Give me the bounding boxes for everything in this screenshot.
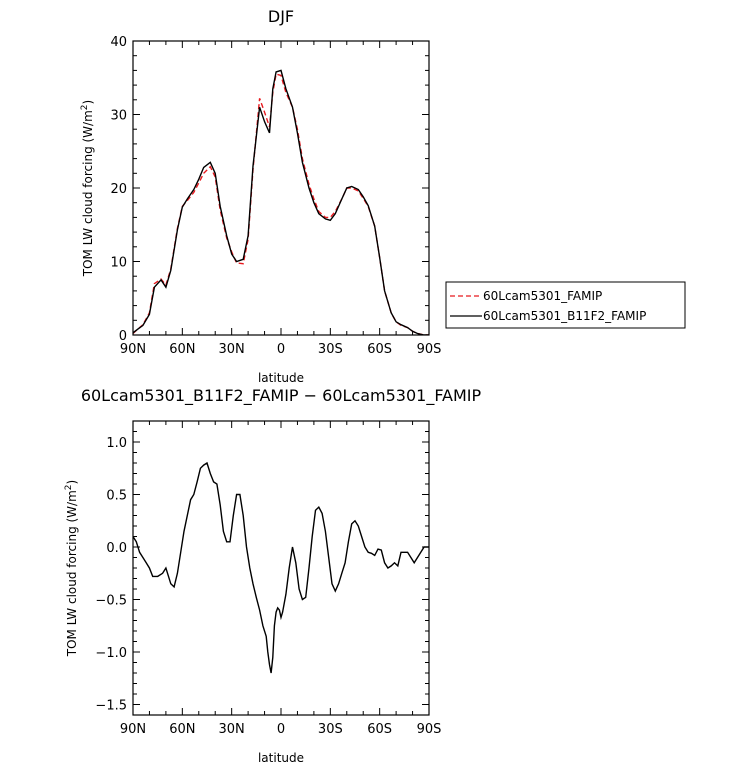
series-line-b11f2-famip [133,69,429,335]
x-tick-label: 30S [318,342,343,357]
panel-top-djf: DJF 90N 60N 30N 0 30S 60S 90S 0 10 20 30 40 latitud… [80,7,686,385]
x-tick-label: 30N [219,722,245,737]
legend-box [445,281,686,329]
x-tick-label: 90S [417,722,442,737]
y-tick-label: −1.0 [95,646,127,661]
y-axis-label-close: ) [81,100,95,105]
y-tick-label: 20 [110,182,127,197]
y-tick-label: −1.5 [95,699,127,714]
x-tick-label: 0 [277,342,285,357]
x-tick-label: 90N [120,342,146,357]
y-tick-label: 0.0 [106,541,127,556]
x-tick-label: 90N [120,722,146,737]
x-tick-label: 60S [367,722,392,737]
legend: 60Lcam5301_FAMIP 60Lcam5301_B11F2_FAMIP [445,281,686,329]
y-axis-label-superscript: 2 [64,484,74,490]
x-axis-label: latitude [258,371,304,385]
x-axis-label: latitude [258,751,304,765]
y-tick-label: 0.5 [106,489,127,504]
panel-bottom-difference: 60Lcam5301_B11F2_FAMIP − 60Lcam5301_FAMI… [64,386,482,765]
x-tick-label: 60N [169,342,195,357]
legend-label-famip: 60Lcam5301_FAMIP [483,289,602,303]
y-axis-label-main: TOM LW cloud forcing (W/m [81,110,95,277]
top-plot-area: 90N 60N 30N 0 30S 60S 90S 0 10 20 30 40 [110,35,441,357]
y-tick-label: 0 [119,329,127,344]
series-line-famip [133,73,429,335]
legend-label-b11f2-famip: 60Lcam5301_B11F2_FAMIP [483,309,646,323]
x-tick-label: 60S [367,342,392,357]
y-tick-label: 30 [110,109,127,124]
y-axis-label-superscript: 2 [80,104,90,110]
chart-title: DJF [268,7,294,26]
chart-title: 60Lcam5301_B11F2_FAMIP − 60Lcam5301_FAMI… [81,386,482,406]
x-tick-label: 30S [318,722,343,737]
y-axis-label: TOM LW cloud forcing (W/m2) [80,100,95,277]
y-tick-label: 40 [110,35,127,50]
series-line-difference [133,461,429,674]
x-tick-label: 30N [219,342,245,357]
x-tick-label: 0 [277,722,285,737]
x-tick-label: 90S [417,342,442,357]
y-tick-label: 10 [110,256,127,271]
y-axis-label: TOM LW cloud forcing (W/m2) [64,480,79,657]
bottom-plot-area: 90N 60N 30N 0 30S 60S 90S −1.5 −1.0 −0.5 0.0 0.5 1.0 [95,420,442,737]
y-tick-label: −0.5 [95,594,127,609]
plot-frame [132,420,430,716]
y-axis-label-close: ) [65,480,79,485]
x-tick-label: 60N [169,722,195,737]
y-tick-label: 1.0 [106,436,127,451]
y-axis-label-main: TOM LW cloud forcing (W/m [65,490,79,657]
